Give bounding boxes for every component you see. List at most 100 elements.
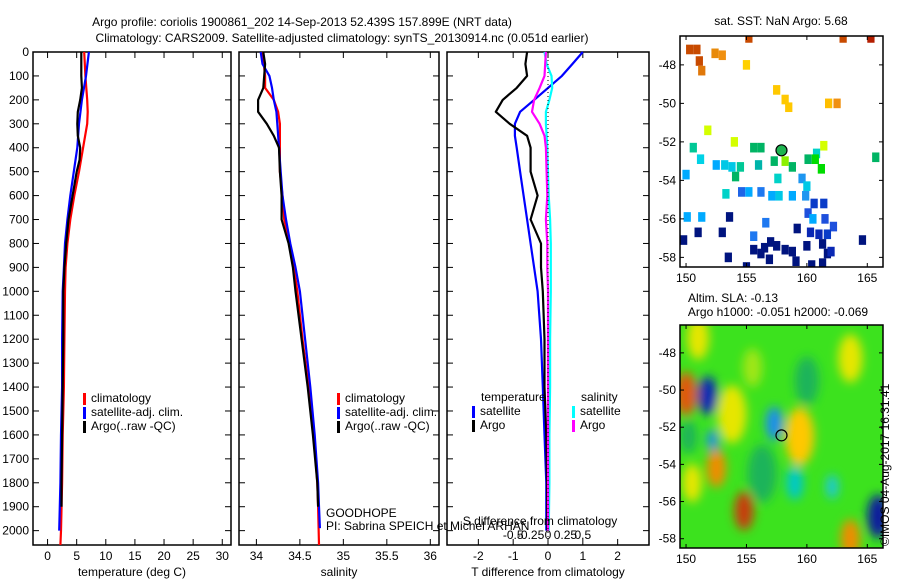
sla-anomaly [707, 429, 719, 452]
x2-tick-label: 0.5 [574, 528, 591, 542]
temperature-x-axis-label: temperature (deg C) [78, 565, 186, 579]
x-tick-label: 0 [545, 549, 552, 563]
series-line-t-satellite [513, 51, 584, 531]
y-tick-label: -48 [659, 58, 677, 72]
x-tick-label: 30 [216, 549, 230, 563]
sst_map-axes-frame [679, 35, 884, 268]
sst-cell [770, 156, 778, 166]
sst-cell [768, 190, 776, 201]
sst-cell [804, 208, 812, 218]
sla-anomaly [867, 494, 883, 539]
y-tick-label: -48 [659, 346, 677, 360]
legend-title-salinity: salinity [581, 390, 618, 404]
sst-cell [774, 173, 782, 184]
legend-swatch [572, 406, 575, 418]
sst-cell [773, 85, 781, 95]
x2-tick-label: 0 [545, 528, 552, 542]
sst-cell [808, 260, 816, 267]
sst-cell [858, 235, 867, 245]
sst-cell [820, 198, 828, 209]
sst-cell [689, 142, 697, 153]
series-line-argo-raw-qc- [257, 51, 320, 507]
sst-cell [721, 160, 729, 170]
sst-cell [839, 36, 847, 43]
legend-swatch [472, 420, 475, 432]
y-tick-label: 1400 [2, 380, 29, 394]
sla-anomaly [682, 463, 702, 503]
sst-cell [802, 190, 810, 201]
y-tick-label: 1800 [2, 476, 29, 490]
legend-swatch [337, 393, 340, 405]
series-line-satellite-adj-clim- [259, 51, 321, 529]
x-tick-label: 160 [797, 552, 817, 566]
sst-cell [722, 189, 730, 199]
y-tick-label: -54 [659, 457, 677, 471]
y-tick-label: 600 [9, 189, 29, 203]
sst-cell [718, 50, 726, 61]
sst-cell [815, 229, 823, 240]
legend-swatch [337, 407, 340, 419]
sla-anomaly [687, 325, 709, 360]
legend-swatch [472, 406, 475, 418]
sst-cell [757, 142, 765, 153]
sst-cell [793, 223, 801, 234]
sst-cell [788, 190, 796, 201]
sst-cell [750, 142, 758, 153]
sst-cell [765, 254, 774, 265]
sst-cell [711, 48, 719, 59]
y-tick-label: 1000 [2, 284, 29, 298]
legend-label: climatology [91, 391, 151, 405]
sla-anomaly [706, 448, 726, 488]
sst-cell [788, 246, 796, 257]
sst-cell [781, 244, 789, 255]
y-tick-label: 1700 [2, 452, 29, 466]
sla-anomaly [838, 334, 863, 383]
sla-anomaly [717, 385, 747, 444]
x-tick-label: 165 [857, 271, 877, 285]
sla-anomaly [747, 444, 777, 503]
legend-label: Argo(..raw -QC) [345, 419, 430, 433]
sst-cell [745, 36, 753, 43]
sla-map-title-line2: Argo h1000: -0.051 h2000: -0.069 [688, 305, 868, 319]
legend-label: satellite-adj. clim. [345, 405, 437, 419]
sst-cell [738, 187, 746, 197]
x-tick-label: 155 [736, 552, 756, 566]
sst-cell [806, 227, 815, 238]
sst-cell [750, 231, 758, 242]
sst-cell [817, 164, 825, 174]
salinity-panel: 34 34.5 35 35.5 36 salinity climatologysatelli… [238, 51, 440, 579]
sst-cell [704, 125, 712, 136]
legend-label: Argo [580, 418, 606, 432]
sst-cell [760, 242, 769, 253]
x-tick-label: 35.5 [375, 549, 399, 563]
sst-cell [781, 94, 789, 105]
y-tick-label: 700 [9, 213, 29, 227]
sla-anomaly [765, 406, 783, 441]
argo-position-marker [775, 144, 788, 157]
legend-swatch [83, 393, 86, 405]
x-tick-label: 34 [250, 549, 264, 563]
sla-anomaly [786, 466, 804, 500]
sst-cell [823, 229, 832, 240]
y-tick-label: 800 [9, 236, 29, 250]
sst-cell [754, 160, 763, 170]
y-tick-label: -56 [659, 495, 677, 509]
legend-label: satellite-adj. clim. [91, 405, 183, 419]
x-tick-label: 5 [73, 549, 80, 563]
series-line-s-argo [530, 51, 550, 531]
y-tick-label: -52 [659, 135, 677, 149]
x-tick-label: 20 [157, 549, 171, 563]
sst-cell [812, 148, 821, 159]
sst-cell [810, 198, 818, 209]
sst-cell [682, 169, 690, 180]
legend-title-temperature: temperature [481, 390, 546, 404]
y-tick-label: -52 [659, 420, 677, 434]
legend-label: Argo(..raw -QC) [91, 419, 176, 433]
sst-cell [820, 140, 828, 151]
sla-anomaly [840, 519, 861, 548]
x-tick-label: 155 [736, 271, 756, 285]
sla_map-axes-frame [679, 324, 884, 549]
sst-map-title: sat. SST: NaN Argo: 5.68 [714, 14, 848, 28]
x2-tick-label: -0.25 [517, 528, 545, 542]
figure-title-line2: Climatology: CARS2009. Satellite-adjuste… [96, 31, 589, 45]
